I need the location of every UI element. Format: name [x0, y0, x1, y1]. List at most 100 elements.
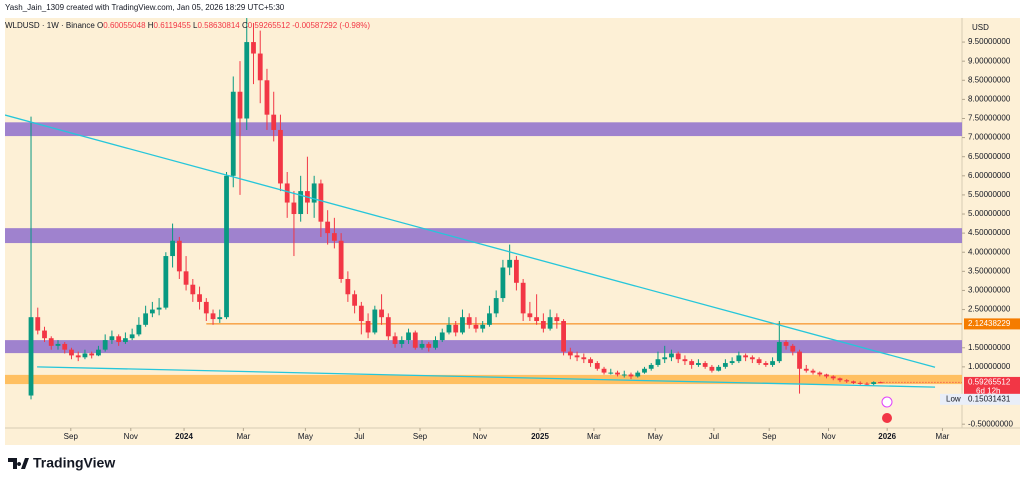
- x-tick-label: 2026: [878, 432, 896, 441]
- price-tag-label: 0.59265512: [968, 378, 1011, 387]
- y-tick-label: 7.00000000: [968, 133, 1011, 142]
- x-tick-label: Mar: [236, 432, 250, 441]
- candle-body: [689, 361, 695, 365]
- ohlc-label: L: [193, 21, 198, 30]
- ohlc-value: 0.59265512: [248, 21, 291, 30]
- candle-body: [669, 353, 674, 358]
- candle-body: [844, 380, 850, 382]
- candle-body: [217, 317, 223, 320]
- candle-body: [446, 324, 452, 333]
- candle-body: [810, 370, 816, 373]
- candle-body: [722, 363, 728, 367]
- candle-body: [412, 332, 418, 348]
- x-tick-label: Sep: [413, 432, 428, 441]
- y-tick-label: 9.50000000: [968, 37, 1011, 46]
- candle-body: [278, 129, 283, 184]
- zone: [5, 340, 962, 354]
- trendline: [37, 366, 936, 388]
- level-tag-label: 2.12438229: [968, 319, 1011, 328]
- y-tick-label: 5.50000000: [968, 190, 1011, 199]
- candle-body: [648, 364, 654, 369]
- candle-body: [298, 191, 304, 215]
- candle-body: [581, 357, 587, 360]
- candle-body: [662, 357, 668, 360]
- candle-body: [42, 330, 47, 339]
- candle-body: [824, 374, 829, 377]
- candle-body: [62, 343, 68, 350]
- candle-body: [170, 240, 175, 257]
- candle-body: [743, 355, 749, 358]
- candle-body: [379, 309, 384, 318]
- candle-body: [419, 343, 425, 348]
- candle-body: [756, 359, 762, 364]
- candle-body: [540, 321, 546, 329]
- candle-body: [655, 359, 661, 365]
- candle-body: [28, 317, 34, 396]
- candle-body: [55, 343, 61, 346]
- x-tick-label: Nov: [473, 432, 487, 441]
- icon: [882, 413, 892, 423]
- candle-body: [183, 271, 189, 285]
- candle-body: [480, 324, 486, 329]
- x-tick-label: 2025: [531, 432, 549, 441]
- candle-body: [803, 368, 809, 371]
- candle-body: [864, 383, 870, 385]
- y-tick-label: 1.50000000: [968, 343, 1011, 352]
- candle-body: [466, 317, 472, 325]
- candle-body: [284, 183, 290, 203]
- candle-body: [763, 363, 769, 365]
- candle-body: [567, 351, 573, 356]
- countdown: 6d 12h: [976, 387, 1000, 396]
- candle-body: [372, 309, 378, 333]
- legend: WLDUSD · 1W · Binance O0.60055048 H0.611…: [5, 21, 370, 30]
- y-tick-label: 3.50000000: [968, 266, 1011, 275]
- candle-body: [203, 301, 209, 314]
- candle-body: [830, 376, 836, 379]
- candle-body: [857, 382, 863, 384]
- candle-body: [237, 91, 243, 119]
- x-tick-label: May: [298, 432, 313, 441]
- candle-body: [439, 332, 445, 341]
- candle-body: [230, 91, 236, 176]
- x-tick-label: Mar: [936, 432, 950, 441]
- brand: TradingView: [33, 455, 115, 471]
- ohlc-label: O: [97, 21, 103, 30]
- y-tick-label: 1.00000000: [968, 362, 1011, 371]
- candle-body: [594, 363, 600, 369]
- candle-body: [96, 349, 101, 356]
- candle-body: [69, 349, 74, 356]
- candle-body: [345, 278, 351, 295]
- candle-body: [365, 321, 371, 333]
- candle-body: [399, 340, 405, 344]
- candle-body: [817, 372, 823, 375]
- plot: [5, 18, 962, 400]
- x-tick-label: Nov: [124, 432, 138, 441]
- candle-body: [123, 338, 128, 343]
- candle-body: [338, 240, 344, 279]
- ohlc-label: H: [148, 21, 154, 30]
- candle-body: [749, 357, 755, 360]
- trendline: [5, 114, 936, 368]
- candle-body: [588, 359, 593, 364]
- candle-body: [163, 256, 169, 308]
- candle-body: [331, 233, 337, 241]
- y-tick-label: 2.50000000: [968, 305, 1011, 314]
- candle-body: [129, 334, 135, 339]
- x-tick-label: Sep: [64, 432, 79, 441]
- candle-body: [729, 361, 735, 364]
- zone: [5, 228, 962, 244]
- ohlc-value: 0.60055048: [103, 21, 146, 30]
- candle-body: [520, 282, 526, 314]
- y-tick-label: 7.50000000: [968, 114, 1011, 123]
- price-tag: [964, 376, 1020, 397]
- low-tag: [964, 393, 1020, 405]
- candle-body: [318, 183, 324, 222]
- currency: USD: [972, 23, 989, 32]
- candle-body: [507, 259, 513, 268]
- candle-body: [48, 338, 54, 346]
- candle-body: [696, 363, 701, 365]
- y-tick-label: 5.00000000: [968, 209, 1011, 218]
- y-tick-label: 8.00000000: [968, 94, 1011, 103]
- x-tick-label: Jul: [354, 432, 364, 441]
